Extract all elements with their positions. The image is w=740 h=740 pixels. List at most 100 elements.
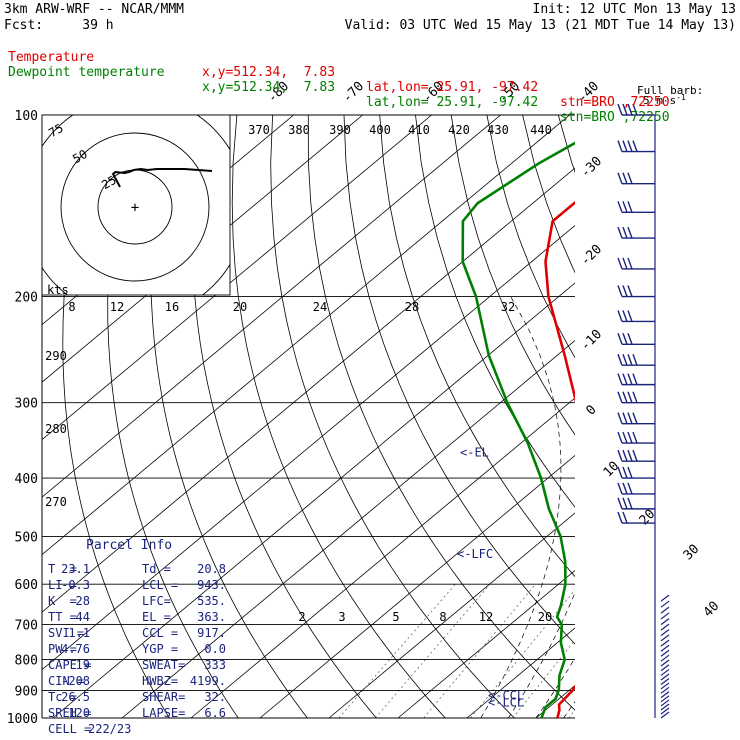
- pressure-tick-label: 600: [15, 578, 38, 593]
- dry-adiabat: [415, 114, 575, 508]
- dry-adiabat: [630, 115, 740, 718]
- barb-flag: [627, 412, 633, 424]
- parcel-param-label: CAPE =: [48, 658, 92, 672]
- wind-barb: [617, 257, 655, 270]
- isotherm-line: [42, 224, 575, 671]
- wind-barb: [660, 639, 670, 647]
- parcel-param-value: -0.3: [61, 578, 90, 592]
- barb-flag: [617, 497, 623, 510]
- barb-flag: [622, 482, 628, 495]
- barb-flag: [627, 497, 633, 510]
- isotherm-tick-label: -10: [578, 327, 605, 354]
- parcel-param-label: SVI =: [48, 626, 85, 640]
- moist-adiabat: [619, 297, 740, 719]
- dry-adiabat: [307, 114, 575, 711]
- parcel-param-value: 535.: [197, 594, 226, 608]
- moist-adiabat: [535, 657, 575, 719]
- pressure-tick-label: 500: [15, 530, 38, 545]
- wind-barb: [617, 466, 655, 479]
- parcel-info-title: Parcel Info: [86, 538, 173, 553]
- dry-adiabat-label: 380: [288, 123, 310, 137]
- isotherm-tick-label: 30: [681, 542, 703, 564]
- dry-adiabat-label: 420: [448, 123, 470, 137]
- barb-flag: [617, 333, 623, 345]
- dry-adiabat: [701, 115, 740, 718]
- hodograph-rings: [42, 115, 230, 295]
- temperature-trace: [544, 201, 575, 719]
- dry-adiabat-label: 280: [45, 422, 67, 436]
- wind-barb: [617, 353, 655, 366]
- legend-latlon: lat,lon= 25.91, -97.42: [366, 95, 539, 110]
- temperature-legend-row: Temperature x,y=512.34, 7.83 lat,lon= 25…: [8, 35, 670, 110]
- fcst-value: 39 h: [82, 18, 114, 33]
- wind-barb: [660, 673, 670, 681]
- parcel-param-label: LAPSE=: [142, 706, 186, 720]
- isotherm-tick-label: -70: [340, 79, 367, 106]
- barb-flag: [617, 310, 623, 322]
- wind-barb: [660, 612, 670, 620]
- wind-barb: [617, 172, 655, 185]
- parcel-param-value: -208: [61, 674, 90, 688]
- isotherm-line: [42, 114, 570, 556]
- barb-flag: [617, 353, 623, 366]
- hodograph-units-label: kts: [47, 283, 69, 297]
- barb-flag: [622, 103, 628, 116]
- hodograph-speed-tick: 20: [233, 300, 247, 314]
- wind-barb: [660, 644, 670, 652]
- parcel-param-label: Tc =: [48, 690, 77, 704]
- wind-barb: [617, 412, 655, 425]
- barb-flag: [632, 431, 638, 444]
- init-time: Init: 12 UTC Mon 13 May 13: [532, 2, 737, 17]
- barb-flag: [622, 449, 628, 462]
- isotherm-line: [42, 114, 432, 441]
- mixing-ratio-label: 2: [298, 610, 305, 624]
- legend-name: Temperature: [8, 50, 95, 65]
- moist-adiabat: [591, 297, 740, 719]
- barb-flag: [622, 497, 628, 510]
- dry-adiabat-label: 400: [369, 123, 391, 137]
- hodograph-ring-label: 75: [46, 121, 66, 140]
- mixing-ratio-line: [470, 589, 575, 719]
- level-marker-label: <-EL: [460, 446, 489, 460]
- isotherm-line: [190, 397, 575, 719]
- barb-flag: [632, 373, 638, 385]
- parcel-param-value: 120: [68, 706, 90, 720]
- dry-adiabat: [150, 114, 308, 719]
- moist-adiabat: [563, 700, 575, 719]
- mixing-ratio-label: 12: [479, 610, 493, 624]
- wind-barb: [660, 668, 670, 676]
- parcel-param-value: 0.0: [204, 642, 226, 656]
- barb-flag: [622, 333, 628, 345]
- barb-flag: [627, 466, 633, 479]
- wind-barb: [660, 664, 670, 672]
- dry-adiabat-label: 410: [408, 123, 430, 137]
- barb-flag: [617, 511, 623, 524]
- wind-barb: [660, 699, 670, 707]
- parcel-param-label: CELL =: [48, 722, 92, 736]
- valid-time: Valid: 03 UTC Wed 15 May 13 (21 MDT Tue …: [344, 18, 736, 33]
- level-marker-label: <-LCL: [488, 696, 524, 710]
- barb-flag: [617, 257, 623, 270]
- barb-flag: [617, 412, 623, 424]
- hodograph-speed-tick: 28: [405, 300, 419, 314]
- dry-adiabat: [343, 114, 575, 645]
- dry-adiabat: [379, 114, 575, 578]
- isotherm-tick-label: -20: [578, 242, 605, 269]
- parcel-param-value: 32.: [204, 690, 226, 704]
- parcel-param-value: 26.5: [61, 690, 90, 704]
- parcel-param-value: 4.76: [61, 642, 90, 656]
- dry-adiabat: [522, 114, 575, 274]
- barb-flag: [617, 172, 623, 184]
- barb-flag: [622, 310, 628, 322]
- parcel-param-label: SWEAT=: [142, 658, 186, 672]
- dry-adiabat: [270, 114, 515, 719]
- parcel-param-label: K =: [48, 594, 77, 608]
- legend-xy: x,y=512.34, 7.83: [202, 80, 336, 95]
- wind-barb: [617, 333, 655, 345]
- isotherm-line: [259, 454, 575, 719]
- barb-flag: [627, 257, 633, 270]
- parcel-param-value: 917.: [197, 626, 226, 640]
- wind-barb: [660, 606, 670, 614]
- barb-flag: [622, 373, 628, 385]
